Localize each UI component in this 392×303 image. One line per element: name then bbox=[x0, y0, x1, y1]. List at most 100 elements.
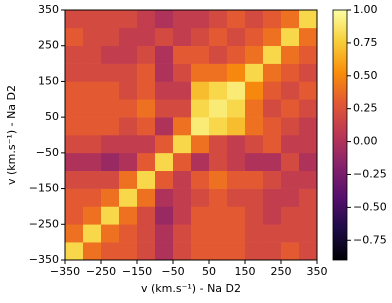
heatmap-cell bbox=[263, 10, 282, 29]
x-tick-label: −150 bbox=[122, 265, 152, 278]
colorbar-tick-label: 0.00 bbox=[353, 135, 378, 148]
heatmap-cell bbox=[263, 206, 282, 225]
heatmap-cell bbox=[281, 206, 300, 225]
heatmap-cell bbox=[227, 117, 246, 136]
x-tick-label: −250 bbox=[86, 265, 116, 278]
x-tick-label: −350 bbox=[50, 265, 80, 278]
heatmap-cell bbox=[299, 224, 318, 243]
x-tick-label: 350 bbox=[307, 265, 328, 278]
heatmap-cell bbox=[119, 99, 138, 118]
heatmap-cell bbox=[101, 206, 120, 225]
heatmap-cell bbox=[263, 63, 282, 82]
heatmap-cell bbox=[83, 10, 102, 29]
heatmap-cell bbox=[263, 81, 282, 100]
heatmap-cell bbox=[101, 117, 120, 136]
heatmap-cell bbox=[209, 27, 228, 47]
heatmap-cell bbox=[65, 99, 84, 118]
colorbar-tick-label: 0.25 bbox=[353, 102, 378, 115]
heatmap-cell bbox=[191, 188, 210, 207]
heatmap-cell bbox=[263, 27, 282, 47]
heatmap-cell bbox=[191, 27, 210, 47]
heatmap-cell bbox=[155, 224, 174, 243]
heatmap-cell bbox=[173, 242, 192, 261]
heatmap-cell bbox=[245, 206, 264, 225]
heatmap-cell bbox=[119, 45, 138, 64]
heatmap-cell bbox=[299, 63, 318, 82]
heatmap-cell bbox=[245, 135, 264, 154]
heatmap-cell bbox=[227, 242, 246, 261]
colorbar-tick-label: 1.00 bbox=[353, 3, 378, 16]
heatmap-cell bbox=[191, 135, 210, 154]
heatmap-cell bbox=[83, 135, 102, 154]
heatmap-cell bbox=[281, 63, 300, 82]
heatmap-cell bbox=[155, 188, 174, 207]
heatmap-cell bbox=[119, 188, 138, 207]
heatmap-cell bbox=[65, 10, 84, 29]
heatmap-cell bbox=[155, 152, 174, 172]
heatmap-cell bbox=[83, 81, 102, 100]
heatmap-cell bbox=[245, 188, 264, 207]
heatmap-cell bbox=[155, 45, 174, 64]
heatmap-cell bbox=[209, 206, 228, 225]
heatmap-cell bbox=[65, 188, 84, 207]
heatmap-cell bbox=[281, 170, 300, 189]
heatmap-cell bbox=[245, 63, 264, 82]
heatmap-cell bbox=[119, 135, 138, 154]
heatmap-cell bbox=[245, 99, 264, 118]
heatmap-cell bbox=[227, 81, 246, 100]
heatmap-cell bbox=[101, 224, 120, 243]
heatmap-cell bbox=[281, 10, 300, 29]
heatmap-cell bbox=[137, 135, 156, 154]
heatmap-cell bbox=[209, 224, 228, 243]
heatmap-cell bbox=[245, 242, 264, 261]
heatmap-cell bbox=[137, 99, 156, 118]
heatmap-cell bbox=[245, 224, 264, 243]
heatmap-cell bbox=[65, 63, 84, 82]
x-tick-label: −50 bbox=[161, 265, 184, 278]
heatmap-cell bbox=[155, 170, 174, 189]
heatmap-cell bbox=[227, 188, 246, 207]
heatmap-cell bbox=[65, 45, 84, 64]
heatmap-cell bbox=[245, 10, 264, 29]
heatmap-cell bbox=[191, 242, 210, 261]
heatmap-cell bbox=[101, 99, 120, 118]
heatmap-cell bbox=[299, 152, 318, 172]
heatmap-cell bbox=[191, 99, 210, 118]
heatmap-cell bbox=[227, 27, 246, 47]
heatmap-cell bbox=[227, 45, 246, 64]
heatmap-cell bbox=[137, 27, 156, 47]
heatmap-cell bbox=[263, 135, 282, 154]
heatmap-cell bbox=[119, 170, 138, 189]
heatmap-cell bbox=[137, 170, 156, 189]
heatmap-cell bbox=[155, 10, 174, 29]
y-tick-label: 150 bbox=[38, 74, 59, 87]
heatmap-cell bbox=[263, 242, 282, 261]
colorbar-tick-label: 0.75 bbox=[353, 36, 378, 49]
heatmap-cell bbox=[209, 188, 228, 207]
heatmap-cell bbox=[191, 10, 210, 29]
heatmap-cell bbox=[83, 63, 102, 82]
heatmap-cell bbox=[191, 206, 210, 225]
heatmap-cell bbox=[137, 188, 156, 207]
heatmap-cell bbox=[173, 224, 192, 243]
heatmap-cell bbox=[173, 206, 192, 225]
heatmap-cell bbox=[83, 99, 102, 118]
heatmap-cell bbox=[281, 45, 300, 64]
y-tick-label: 50 bbox=[45, 110, 59, 123]
heatmap-cell bbox=[263, 99, 282, 118]
heatmap-cell bbox=[65, 135, 84, 154]
y-tick-label: 250 bbox=[38, 39, 59, 52]
heatmap-cell bbox=[83, 27, 102, 47]
heatmap-cell bbox=[281, 27, 300, 47]
heatmap-cell bbox=[245, 117, 264, 136]
heatmap-cell bbox=[155, 81, 174, 100]
heatmap-cell bbox=[173, 135, 192, 154]
heatmap-cell bbox=[119, 63, 138, 82]
heatmap-cell bbox=[299, 10, 318, 29]
heatmap-cell bbox=[65, 224, 84, 243]
heatmap-cell bbox=[173, 188, 192, 207]
heatmap-cell bbox=[65, 81, 84, 100]
heatmap-cell bbox=[137, 81, 156, 100]
heatmap-cell bbox=[119, 224, 138, 243]
heatmap-cell bbox=[209, 99, 228, 118]
